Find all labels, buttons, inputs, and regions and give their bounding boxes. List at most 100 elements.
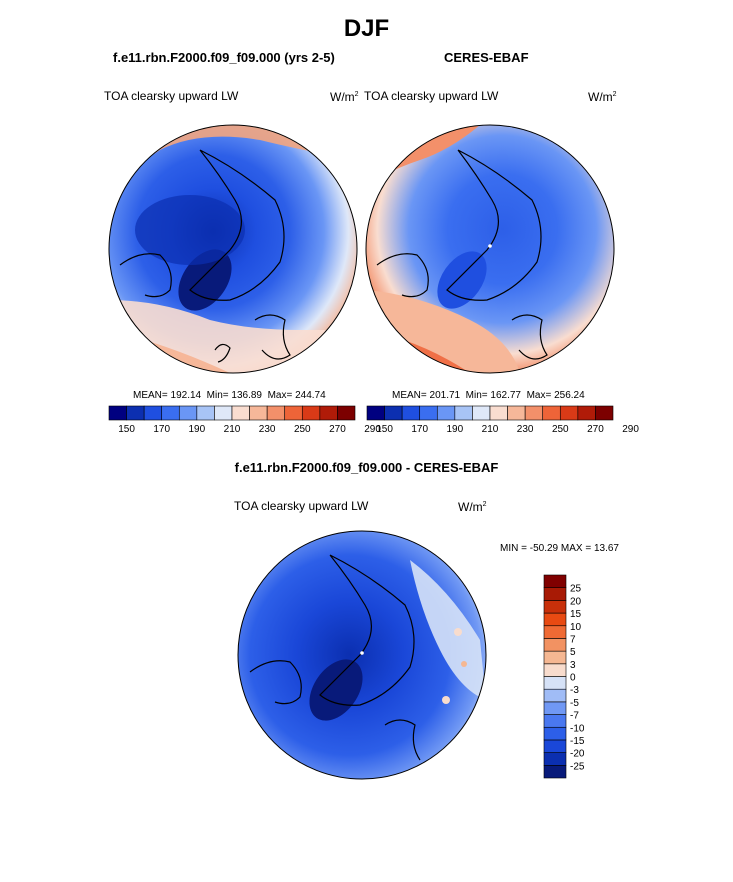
obs-min-value: 162.77: [490, 390, 521, 401]
diff-units-label: W/m2: [458, 500, 487, 514]
diff-warm-spot-3: [461, 661, 467, 667]
model-colorbar-swatch: [249, 405, 268, 421]
obs-coastline-3: [511, 314, 548, 360]
model-colorbar-swatch: [231, 405, 250, 421]
figure-title: DJF: [343, 15, 390, 42]
obs-mean-value: 201.71: [429, 390, 461, 401]
diff-colorbar-tick-label: 15: [570, 609, 582, 620]
obs-colorbar-tick-label: 230: [517, 424, 534, 435]
model-stats: MEAN= 192.14 Min= 136.89 Max= 244.74: [133, 390, 326, 401]
diff-colorbar-swatch: [543, 587, 567, 601]
obs-coastline-1: [446, 149, 542, 301]
diff-coastline-2: [249, 660, 302, 705]
diff-colorbar-swatch: [543, 726, 567, 741]
diff-colorbar-tick-label: 10: [570, 622, 582, 633]
model-colorbar-swatch: [143, 405, 163, 421]
model-colorbar-swatch: [196, 405, 215, 421]
obs-colorbar-tick-label: 210: [482, 424, 499, 435]
obs-units-base: W/m: [588, 90, 613, 104]
model-colorbar-swatch: [284, 405, 303, 421]
diff-colorbar-swatch: [543, 650, 567, 665]
model-colorbar-tick-label: 230: [259, 424, 276, 435]
obs-colorbar: 150 170 190 210 230 250 270 290: [366, 405, 639, 435]
obs-max-value: 256.24: [554, 390, 585, 401]
obs-colorbar-tick-label: 150: [376, 424, 393, 435]
diff-colorbar-tick-label: -15: [570, 736, 585, 747]
diff-colorbar-tick-label: -20: [570, 749, 585, 760]
diff-colorbar-swatch: [543, 752, 567, 766]
obs-colorbar-tick-label: 270: [587, 424, 604, 435]
obs-colorbar-swatch: [436, 405, 456, 421]
model-mean-value: 192.14: [170, 390, 202, 401]
diff-colorbar-swatch: [543, 638, 567, 652]
diff-min-value: -50.29: [529, 543, 559, 554]
obs-pole-marker: [488, 244, 492, 248]
obs-colorbar-tick-label: 250: [552, 424, 569, 435]
diff-coastline-1: [319, 554, 415, 706]
diff-units-exp: 2: [482, 501, 487, 508]
obs-units-label: W/m2: [588, 90, 617, 104]
diff-panel-title: f.e11.rbn.F2000.f09_f09.000 - CERES-EBAF: [234, 460, 499, 475]
diff-max-value: 13.67: [593, 543, 619, 554]
obs-colorbar-swatch: [366, 405, 385, 421]
diff-pole-marker: [360, 651, 364, 655]
diff-light-east: [410, 560, 486, 700]
diff-min-label: MIN =: [500, 543, 527, 554]
diff-colorbar-swatch: [543, 676, 567, 690]
model-colorbar: 150 170 190 210 230 250 270 290: [108, 405, 381, 435]
diff-colorbar-swatch: [543, 701, 567, 715]
obs-colorbar-tick-label: 190: [447, 424, 464, 435]
diff-colorbar-swatch: [543, 574, 567, 588]
diff-colorbar-tick-label: 5: [570, 647, 576, 658]
diff-colorbar-tick-label: 25: [570, 584, 582, 595]
model-coastline-4: [214, 343, 231, 363]
diff-colorbar-swatch: [543, 600, 567, 614]
obs-colorbar-tick-label: 170: [411, 424, 428, 435]
diff-colorbar-tick-label: -10: [570, 723, 585, 734]
model-colorbar-swatch: [178, 405, 198, 421]
model-colorbar-tick-label: 270: [329, 424, 346, 435]
model-colorbar-swatch: [266, 405, 286, 421]
diff-colorbar-swatch: [543, 714, 567, 728]
model-mean-label: MEAN=: [133, 390, 168, 401]
obs-panel-title: CERES-EBAF: [444, 50, 529, 65]
diff-colorbar-tick-label: -3: [570, 685, 579, 696]
model-max-label: Max=: [267, 390, 293, 401]
obs-polar-map: [365, 124, 615, 374]
model-units-label: W/m2: [330, 90, 359, 104]
diff-map-border: [237, 530, 487, 780]
model-min-value: 136.89: [231, 390, 262, 401]
diff-coastline-3: [384, 719, 421, 761]
obs-map-border: [365, 124, 615, 374]
diff-max-label: MAX =: [560, 543, 592, 554]
model-colorbar-swatch: [126, 405, 145, 421]
diff-warm-spot-1: [454, 628, 462, 636]
obs-stats: MEAN= 201.71 Min= 162.77 Max= 256.24: [392, 390, 585, 401]
model-colorbar-tick-label: 150: [118, 424, 135, 435]
model-coastline-3: [254, 314, 291, 360]
model-colorbar-swatch: [161, 405, 180, 421]
obs-colorbar-swatch: [472, 405, 491, 421]
obs-colorbar-swatch: [559, 405, 579, 421]
model-colorbar-tick-label: 170: [153, 424, 170, 435]
model-min-label: Min=: [206, 390, 229, 401]
diff-variable-label: TOA clearsky upward LW: [234, 499, 369, 513]
diff-colorbar-tick-label: -25: [570, 761, 585, 772]
obs-colorbar-swatch: [419, 405, 438, 421]
obs-colorbar-swatch: [577, 405, 596, 421]
obs-colorbar-swatch: [401, 405, 421, 421]
model-arctic-core: [135, 195, 245, 265]
obs-colorbar-tick-label: 290: [622, 424, 639, 435]
obs-colorbar-swatch: [489, 405, 508, 421]
model-variable-label: TOA clearsky upward LW: [104, 89, 239, 103]
obs-max-label: Max=: [526, 390, 552, 401]
diff-colorbar-swatch: [543, 612, 567, 627]
obs-variable-label: TOA clearsky upward LW: [364, 89, 499, 103]
obs-colorbar-swatch: [384, 405, 403, 421]
obs-greenland-cold: [437, 251, 487, 309]
model-map-border: [108, 124, 358, 374]
obs-colorbar-swatch: [454, 405, 473, 421]
model-colorbar-swatch: [319, 405, 338, 421]
